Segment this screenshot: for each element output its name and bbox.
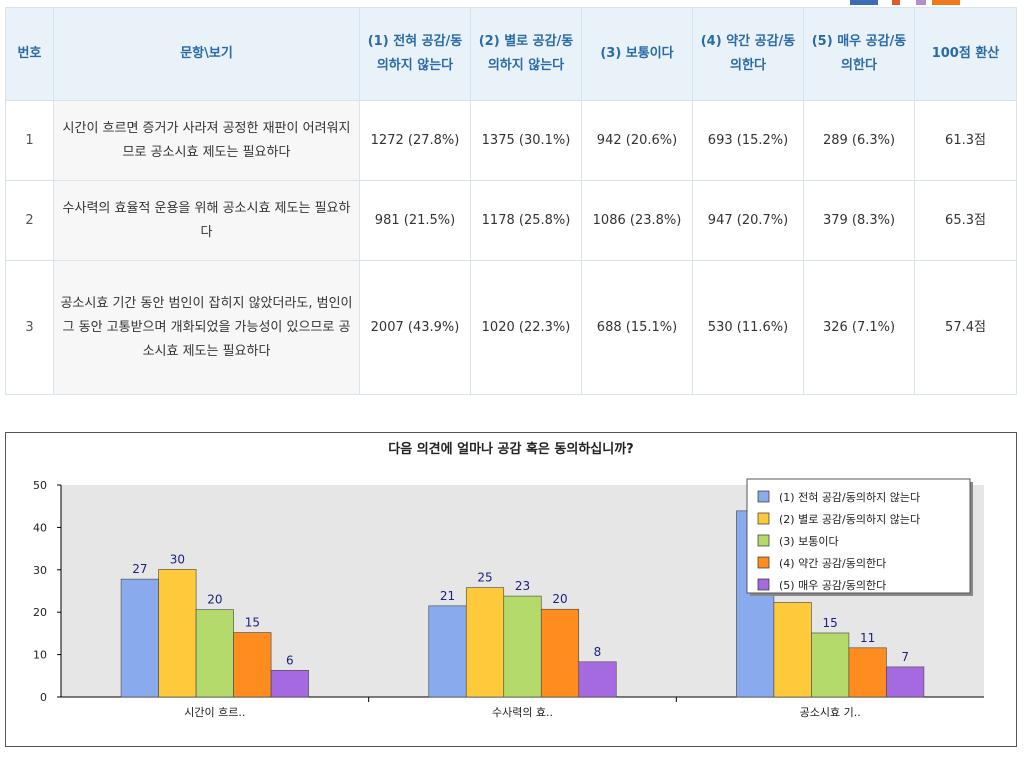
y-tick-label: 20: [33, 606, 47, 619]
data-label: 23: [515, 579, 530, 593]
x-tick-label: 공소시효 기..: [800, 706, 861, 719]
row-cell: 942 (20.6%): [581, 100, 693, 181]
table-row: 1 시간이 흐르면 증거가 사라져 공정한 재판이 어려워지므로 공소시효 제도…: [5, 100, 1017, 181]
y-tick-label: 40: [33, 521, 47, 534]
y-tick-label: 10: [33, 649, 47, 662]
data-label: 20: [207, 593, 222, 607]
data-label: 8: [594, 645, 602, 659]
row-cell: 1178 (25.8%): [470, 180, 582, 261]
row-score: 57.4점: [914, 260, 1017, 395]
legend-label: (4) 약간 공감/동의한다: [779, 556, 886, 570]
data-label: 11: [860, 631, 875, 645]
row-number: 2: [5, 180, 54, 261]
x-tick-label: 시간이 흐르..: [184, 706, 245, 719]
row-cell: 1272 (27.8%): [359, 100, 471, 181]
bar: [773, 602, 812, 698]
bar-chart-panel: 다음 의견에 얼마나 공감 혹은 동의하십니까? 0 10 20 30 40 50 시간이 …: [5, 432, 1017, 747]
survey-table: 번호 문항\보기 (1) 전혀 공감/동의하지 않는다 (2) 별로 공감/동의…: [5, 7, 1017, 395]
bar: [540, 608, 580, 698]
legend-swatch: [757, 490, 770, 503]
data-label: 15: [823, 616, 838, 630]
data-label: 20: [552, 592, 567, 606]
row-cell: 1375 (30.1%): [470, 100, 582, 181]
row-cell: 1020 (22.3%): [470, 260, 582, 395]
row-score: 61.3점: [914, 100, 1017, 181]
bar: [811, 632, 850, 698]
y-tick-label: 0: [40, 691, 47, 704]
y-tick-label: 50: [33, 479, 47, 492]
row-cell: 1086 (23.8%): [581, 180, 693, 261]
row-cell: 981 (21.5%): [359, 180, 471, 261]
legend-swatch: [757, 512, 770, 525]
data-label: 30: [170, 552, 185, 566]
row-number: 3: [5, 260, 54, 395]
table-header-row: 번호 문항\보기 (1) 전혀 공감/동의하지 않는다 (2) 별로 공감/동의…: [5, 7, 1017, 101]
bar: [120, 578, 159, 698]
legend-label: (1) 전혀 공감/동의하지 않는다: [779, 490, 920, 504]
x-tick-label: 수사력의 효..: [492, 706, 553, 719]
row-number: 1: [5, 100, 54, 181]
legend-label: (3) 보통이다: [779, 535, 839, 548]
header-question: 문항\보기: [53, 7, 360, 101]
header-number: 번호: [5, 7, 54, 101]
bar: [848, 647, 887, 698]
bar: [233, 632, 272, 698]
row-question: 수사력의 효율적 운용을 위해 공소시효 제도는 필요하다: [53, 180, 360, 261]
table-row: 2 수사력의 효율적 운용을 위해 공소시효 제도는 필요하다 981 (21.…: [5, 180, 1017, 261]
bar: [886, 666, 925, 698]
toolbar-icon[interactable]: [916, 0, 926, 5]
bar: [270, 669, 309, 698]
toolbar-icon[interactable]: [932, 0, 960, 5]
row-cell: 326 (7.1%): [803, 260, 915, 395]
data-label: 27: [132, 562, 147, 576]
legend-swatch: [757, 534, 770, 547]
data-label: 6: [286, 653, 294, 667]
data-label: 15: [245, 616, 260, 630]
header-option-5: (5) 매우 공감/동의한다: [803, 7, 915, 101]
row-cell: 379 (8.3%): [803, 180, 915, 261]
bar: [465, 587, 505, 698]
bar: [195, 609, 234, 698]
row-cell: 530 (11.6%): [692, 260, 804, 395]
data-label: 25: [477, 571, 492, 585]
header-score: 100점 환산: [914, 7, 1017, 101]
bar: [158, 569, 197, 698]
bar: [428, 605, 467, 698]
legend-swatch: [757, 556, 770, 569]
toolbar-icon[interactable]: [850, 0, 878, 5]
legend-label: (5) 매우 공감/동의한다: [779, 579, 886, 592]
bar: [503, 595, 542, 698]
y-tick-label: 30: [33, 564, 47, 577]
header-option-1: (1) 전혀 공감/동의하지 않는다: [359, 7, 471, 101]
legend-label: (2) 별로 공감/동의하지 않는다: [779, 512, 920, 526]
bar: [578, 661, 617, 698]
row-cell: 2007 (43.9%): [359, 260, 471, 395]
header-option-4: (4) 약간 공감/동의한다: [692, 7, 804, 101]
row-cell: 688 (15.1%): [581, 260, 693, 395]
row-question: 시간이 흐르면 증거가 사라져 공정한 재판이 어려워지므로 공소시효 제도는 …: [53, 100, 360, 181]
row-cell: 693 (15.2%): [692, 100, 804, 181]
legend-swatch: [757, 578, 770, 591]
header-option-2: (2) 별로 공감/동의하지 않는다: [470, 7, 582, 101]
row-score: 65.3점: [914, 180, 1017, 261]
chart-title: 다음 의견에 얼마나 공감 혹은 동의하십니까?: [388, 441, 633, 457]
data-label: 21: [440, 589, 455, 603]
table-row: 3 공소시효 기간 동안 범인이 잡히지 않았더라도, 범인이 그 동안 고통받…: [5, 260, 1017, 395]
row-question: 공소시효 기간 동안 범인이 잡히지 않았더라도, 범인이 그 동안 고통받으며…: [53, 260, 360, 395]
row-cell: 289 (6.3%): [803, 100, 915, 181]
toolbar-icon[interactable]: [892, 0, 900, 5]
header-option-3: (3) 보통이다: [581, 7, 693, 101]
row-cell: 947 (20.7%): [692, 180, 804, 261]
legend-box: [746, 478, 971, 594]
data-label: 7: [901, 650, 909, 664]
bar-chart: 다음 의견에 얼마나 공감 혹은 동의하십니까? 0 10 20 30 40 50 시간이 …: [6, 433, 1016, 746]
